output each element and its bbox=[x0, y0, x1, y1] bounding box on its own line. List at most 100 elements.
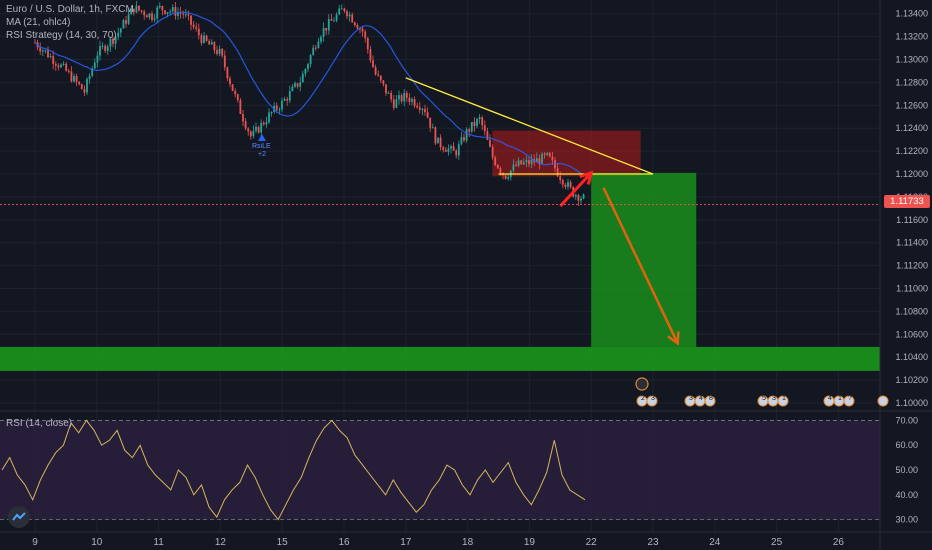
price-tick-label: 1.13000 bbox=[895, 55, 928, 65]
price-axis[interactable]: 1.13400 1.13200 1.13000 1.12800 1.12600 1.124… bbox=[895, 9, 928, 408]
candle bbox=[379, 75, 382, 81]
candle bbox=[286, 98, 289, 101]
candle bbox=[125, 20, 127, 24]
economic-events[interactable]: 2 3 3 4 8 5 3 1 4 1? bbox=[635, 377, 889, 407]
candle bbox=[96, 55, 99, 63]
candle bbox=[73, 76, 75, 82]
candle bbox=[78, 81, 81, 85]
candle bbox=[130, 8, 133, 15]
candle bbox=[182, 13, 185, 15]
candle bbox=[122, 20, 125, 29]
candle bbox=[465, 129, 468, 141]
candle bbox=[278, 109, 281, 111]
candle bbox=[343, 8, 346, 12]
candle bbox=[210, 42, 213, 45]
time-tick-label: 10 bbox=[91, 537, 103, 548]
candle bbox=[301, 73, 304, 83]
candle bbox=[114, 36, 117, 44]
symbol-title[interactable]: Euro / U.S. Dollar, 1h, FXCM bbox=[6, 4, 134, 15]
trendline[interactable] bbox=[405, 77, 654, 175]
candle bbox=[577, 195, 580, 201]
red-arrow[interactable] bbox=[559, 170, 594, 208]
candle bbox=[265, 122, 268, 125]
candle bbox=[478, 117, 481, 120]
candle bbox=[442, 147, 445, 150]
candle bbox=[346, 11, 348, 17]
time-axis[interactable]: 9 10 11 12 15 16 17 18 19 22 23 24 25 26 bbox=[32, 537, 844, 548]
price-tick-label: 1.10800 bbox=[895, 306, 928, 316]
event-marker: 4 1? bbox=[823, 395, 855, 407]
candle bbox=[218, 48, 221, 54]
price-tick-label: 1.12200 bbox=[895, 146, 928, 156]
candle bbox=[486, 131, 489, 140]
rsi-legend[interactable]: RSI (14, close) bbox=[6, 418, 73, 429]
candle bbox=[262, 122, 265, 125]
candle bbox=[434, 127, 437, 144]
candle bbox=[91, 68, 94, 76]
price-tick-label: 1.10200 bbox=[895, 375, 928, 385]
ma-legend[interactable]: MA (21, ohlc4) bbox=[6, 17, 71, 28]
sell-zone bbox=[492, 130, 641, 177]
candle bbox=[244, 121, 247, 129]
candle bbox=[455, 150, 458, 156]
candle bbox=[93, 62, 96, 69]
strategy-legend[interactable]: RSI Strategy (14, 30, 70) bbox=[6, 30, 117, 41]
candle bbox=[184, 14, 187, 16]
candle bbox=[112, 38, 114, 44]
candle bbox=[546, 152, 549, 155]
candle bbox=[62, 63, 65, 65]
flag-icon bbox=[646, 395, 658, 407]
candle bbox=[408, 97, 411, 102]
candle bbox=[132, 8, 135, 13]
candle bbox=[528, 160, 530, 165]
candle bbox=[580, 198, 582, 201]
candle bbox=[314, 47, 317, 49]
candle bbox=[317, 41, 320, 49]
candle bbox=[439, 137, 442, 148]
time-tick-label: 23 bbox=[647, 537, 659, 548]
rsi-long-entry-signal[interactable]: RsiLE +2 bbox=[252, 134, 271, 158]
candle bbox=[382, 80, 385, 85]
candle bbox=[135, 5, 138, 13]
candle bbox=[452, 146, 455, 151]
time-tick-label: 25 bbox=[771, 537, 783, 548]
candle bbox=[564, 184, 567, 187]
candle bbox=[551, 156, 554, 161]
candle bbox=[372, 60, 374, 68]
candle bbox=[377, 74, 380, 76]
time-tick-label: 19 bbox=[524, 537, 536, 548]
candle bbox=[444, 149, 447, 152]
candle bbox=[143, 11, 146, 16]
candle bbox=[548, 152, 551, 157]
candle bbox=[476, 119, 478, 127]
candle bbox=[80, 84, 83, 90]
candle bbox=[88, 75, 91, 80]
tradingview-logo[interactable] bbox=[8, 506, 30, 528]
candle bbox=[151, 13, 153, 20]
candle bbox=[281, 100, 283, 110]
candle bbox=[140, 10, 143, 12]
candle bbox=[229, 78, 231, 85]
candle bbox=[356, 25, 359, 29]
candle bbox=[138, 5, 140, 11]
candle bbox=[429, 117, 432, 128]
candle bbox=[494, 157, 497, 165]
candle bbox=[223, 55, 226, 68]
candle bbox=[504, 175, 507, 179]
candle bbox=[109, 38, 112, 47]
time-tick-label: 24 bbox=[709, 537, 721, 548]
signal-label: RsiLE bbox=[252, 143, 271, 150]
candle bbox=[47, 50, 49, 58]
rsi-axis[interactable]: 70.00 60.00 50.00 40.00 30.00 bbox=[895, 415, 918, 524]
rsi-tick-label: 70.00 bbox=[895, 415, 918, 425]
candle bbox=[491, 146, 494, 158]
candle bbox=[450, 146, 452, 149]
candle bbox=[192, 24, 195, 28]
candle bbox=[400, 95, 403, 102]
candle bbox=[49, 56, 52, 58]
time-tick-label: 22 bbox=[586, 537, 598, 548]
orange-arrow[interactable] bbox=[602, 187, 680, 346]
price-tick-label: 1.11000 bbox=[896, 284, 928, 294]
